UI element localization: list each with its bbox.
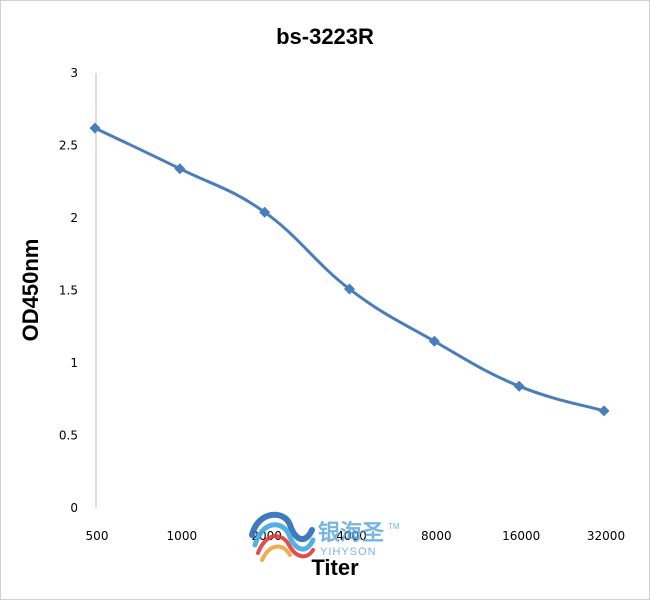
series-layer	[89, 122, 610, 417]
watermark-en-text: YIHYSON	[320, 546, 377, 558]
y-tick-labels: 0 0.5 1 1.5 2 2.5 3	[59, 66, 78, 515]
yihyson-watermark: 银海圣 TM YIHYSON	[249, 511, 400, 562]
data-point-marker	[344, 283, 355, 295]
x-tick-label: 32000	[587, 529, 625, 543]
data-point-marker	[259, 206, 271, 218]
watermark-cn-text: 银海圣	[318, 520, 385, 546]
y-tick-label: 1	[70, 356, 78, 370]
x-tick-label: 8000	[421, 529, 452, 543]
y-tick-label: 2	[70, 211, 78, 225]
y-tick-label: 1.5	[59, 284, 78, 298]
x-axis-label: Titer	[311, 555, 359, 580]
watermark-tm-text: TM	[388, 522, 400, 531]
x-tick-label: 500	[86, 529, 109, 543]
watermark-logo-icon	[249, 511, 316, 562]
data-point-marker	[174, 163, 186, 175]
x-tick-label: 4000	[336, 529, 367, 543]
y-tick-label: 3	[70, 66, 78, 80]
y-tick-label: 0	[70, 501, 78, 515]
data-point-marker	[89, 122, 101, 134]
data-point-marker	[598, 405, 610, 417]
chart-title: bs-3223R	[276, 24, 374, 49]
y-tick-label: 2.5	[59, 139, 78, 153]
data-point-marker	[428, 335, 440, 347]
x-tick-label: 1000	[167, 529, 198, 543]
y-tick-label: 0.5	[59, 429, 78, 443]
x-tick-label: 16000	[502, 529, 540, 543]
y-axis-label: OD450nm	[18, 239, 43, 342]
data-point-marker	[513, 380, 525, 392]
